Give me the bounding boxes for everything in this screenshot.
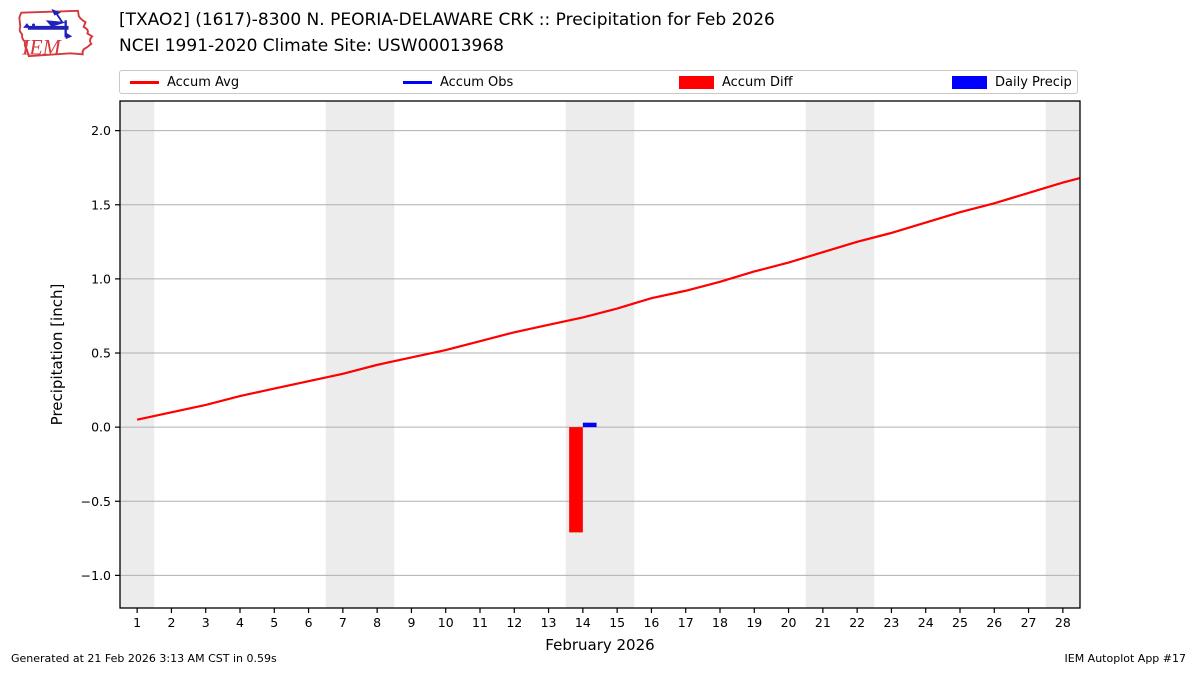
- plot-border: [119, 100, 1081, 609]
- legend-item-accum-obs: Accum Obs: [403, 71, 513, 93]
- legend-label: Accum Diff: [722, 74, 793, 90]
- iem-logo: IEM: [18, 8, 94, 59]
- legend-item-accum-diff: Accum Diff: [679, 71, 793, 93]
- x-tick-label: 15: [609, 615, 625, 630]
- daily-precip-bar: [582, 422, 597, 428]
- weekend-band: [1045, 101, 1080, 608]
- legend-item-daily-precip: Daily Precip: [952, 71, 1072, 93]
- y-tick-label: −1.0: [81, 568, 111, 583]
- app-credit: IEM Autoplot App #17: [1064, 652, 1187, 665]
- x-tick-label: 26: [986, 615, 1002, 630]
- accum-diff-swatch: [679, 75, 714, 89]
- x-tick-label: 12: [506, 615, 522, 630]
- x-tick-label: 25: [952, 615, 968, 630]
- weathervane-icon: [23, 8, 73, 40]
- x-tick-label: 23: [883, 615, 899, 630]
- x-tick-label: 22: [849, 615, 865, 630]
- chart-subtitle: NCEI 1991-2020 Climate Site: USW00013968: [119, 36, 504, 56]
- x-tick-label: 17: [678, 615, 694, 630]
- x-tick-label: 2: [167, 615, 175, 630]
- x-tick-label: 3: [202, 615, 210, 630]
- x-tick-label: 24: [918, 615, 934, 630]
- chart-title: [TXAO2] (1617)-8300 N. PEORIA-DELAWARE C…: [119, 10, 775, 30]
- legend-item-accum-avg: Accum Avg: [130, 71, 239, 93]
- weekend-band: [805, 101, 875, 608]
- x-tick-label: 8: [373, 615, 381, 630]
- x-tick-label: 10: [438, 615, 454, 630]
- y-tick-label: 1.5: [91, 197, 111, 212]
- x-tick-label: 4: [236, 615, 244, 630]
- legend-label: Daily Precip: [995, 74, 1072, 90]
- legend: Accum Avg Accum Obs Accum Diff Daily Pre…: [119, 70, 1078, 94]
- accum-obs-swatch: [403, 80, 432, 84]
- y-tick-label: 0.5: [91, 346, 111, 361]
- x-tick-label: 9: [407, 615, 415, 630]
- title-block: [TXAO2] (1617)-8300 N. PEORIA-DELAWARE C…: [119, 7, 775, 59]
- iowa-outline-icon: [18, 9, 94, 58]
- accum-avg-swatch: [130, 80, 159, 84]
- y-tick-label: −0.5: [81, 494, 111, 509]
- y-tick-label: 0.0: [91, 420, 111, 435]
- weekend-band: [325, 101, 395, 608]
- x-tick-label: 1: [133, 615, 141, 630]
- legend-label: Accum Obs: [440, 74, 514, 90]
- x-tick-label: 14: [575, 615, 591, 630]
- x-tick-label: 28: [1055, 615, 1071, 630]
- y-tick-label: 1.0: [91, 271, 111, 286]
- x-tick-label: 27: [1021, 615, 1037, 630]
- x-tick-label: 11: [472, 615, 488, 630]
- weekend-band: [120, 101, 155, 608]
- x-tick-label: 19: [746, 615, 762, 630]
- daily-precip-swatch: [952, 75, 987, 89]
- x-tick-label: 13: [541, 615, 557, 630]
- y-axis-label: Precipitation [inch]: [48, 284, 66, 426]
- iem-logo-text: IEM: [21, 35, 63, 59]
- x-tick-label: 6: [305, 615, 313, 630]
- x-tick-label: 18: [712, 615, 728, 630]
- x-tick-label: 5: [270, 615, 278, 630]
- x-tick-label: 7: [339, 615, 347, 630]
- accum-avg-line: [136, 177, 1081, 421]
- accum-diff-bar: [569, 427, 583, 533]
- y-tick-label: 2.0: [91, 123, 111, 138]
- x-tick-label: 21: [815, 615, 831, 630]
- x-tick-label: 20: [781, 615, 797, 630]
- generated-timestamp: Generated at 21 Feb 2026 3:13 AM CST in …: [11, 652, 277, 665]
- x-axis-label: February 2026: [545, 636, 654, 654]
- x-tick-label: 16: [643, 615, 659, 630]
- legend-label: Accum Avg: [167, 74, 240, 90]
